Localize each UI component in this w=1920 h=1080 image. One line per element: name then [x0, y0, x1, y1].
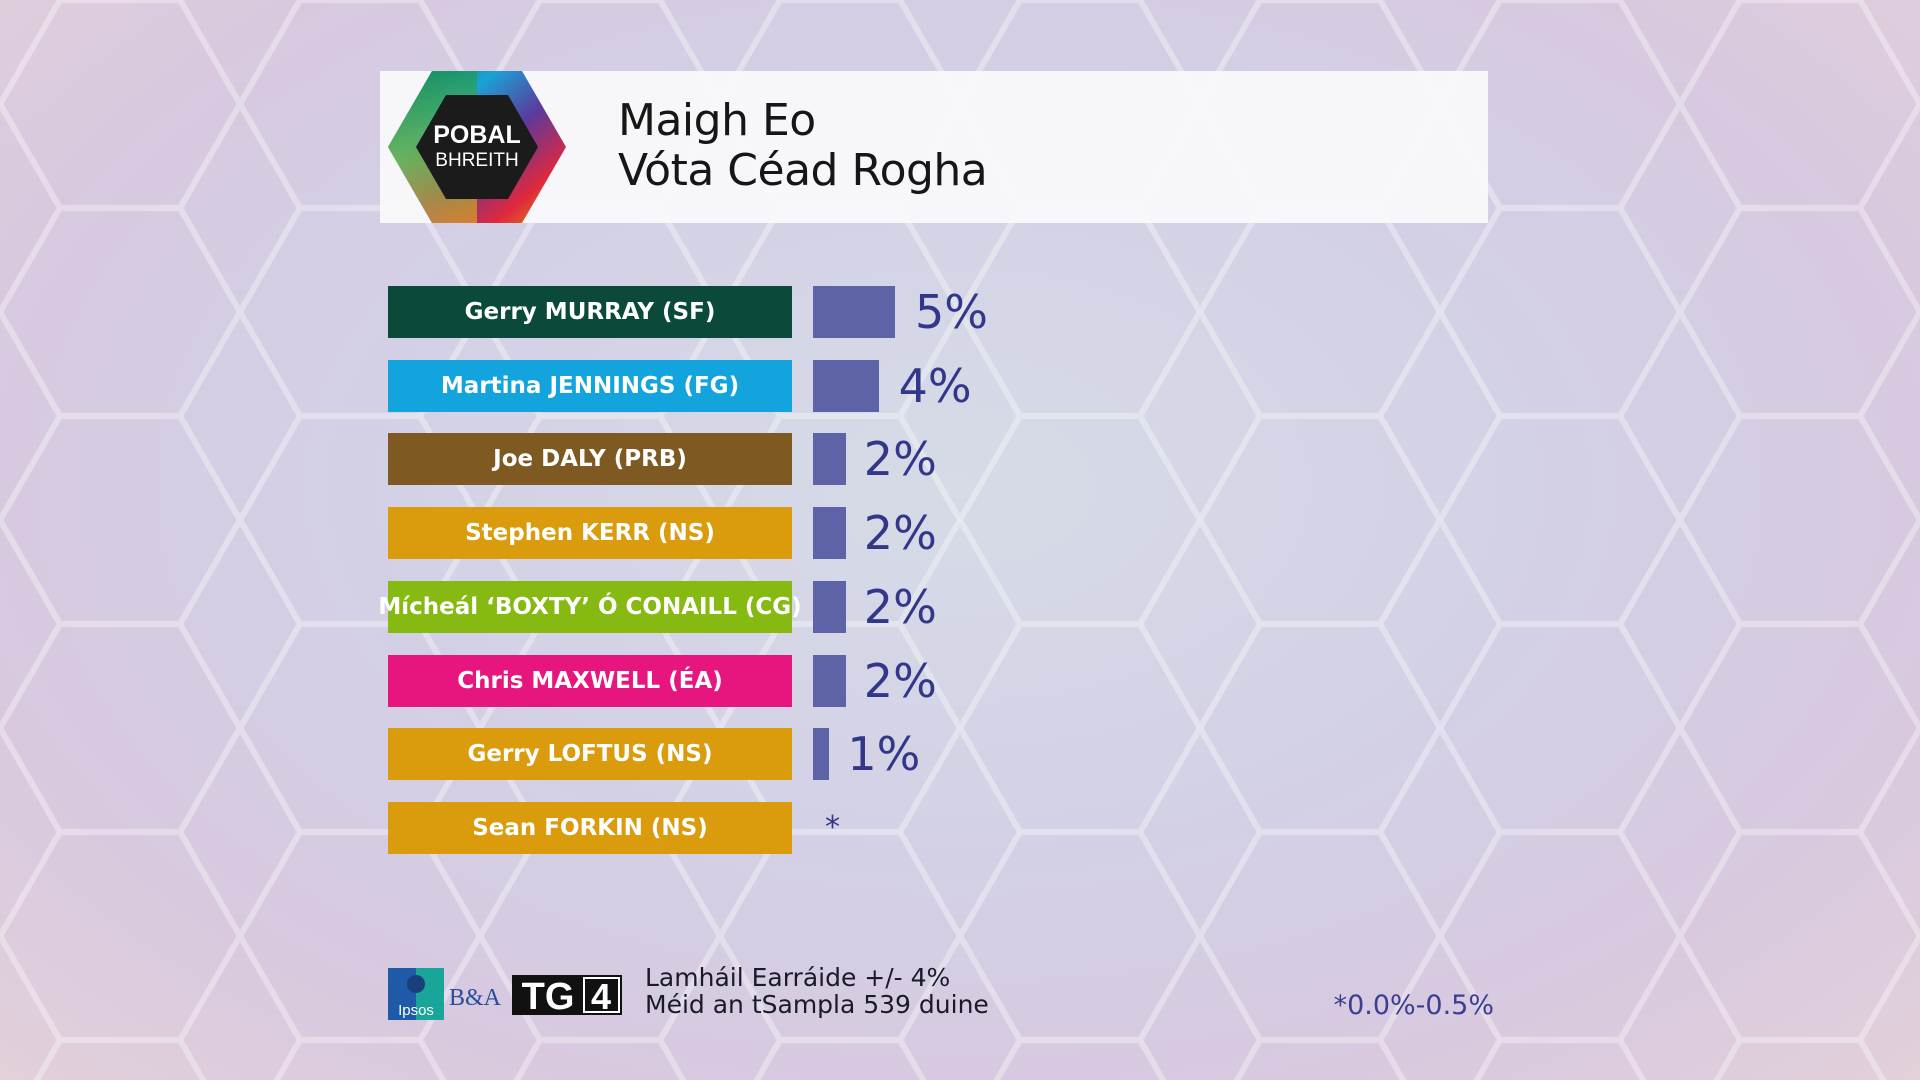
svg-text:Ipsos: Ipsos	[398, 1002, 434, 1019]
value-label: 2%	[863, 579, 937, 634]
sample-size: Méid an tSampla 539 duine	[645, 990, 989, 1019]
value-label: *	[825, 809, 840, 845]
svg-text:TG: TG	[522, 976, 575, 1015]
candidate-label: Chris MAXWELL (ÉA)	[388, 654, 792, 707]
margin-of-error: Lamháil Earráide +/- 4%	[645, 963, 951, 992]
ba-logo: B&A	[449, 985, 502, 1011]
value-label: 4%	[898, 358, 972, 413]
bar	[813, 433, 846, 486]
value-label: 2%	[863, 506, 937, 561]
page-title: Maigh Eo Vóta Céad Rogha	[618, 95, 988, 196]
value-label: 2%	[863, 653, 937, 708]
footnote: *0.0%-0.5%	[1333, 990, 1494, 1021]
value-label: 5%	[915, 285, 988, 339]
svg-text:4: 4	[591, 976, 611, 1015]
candidate-label: Joe DALY (PRB)	[388, 433, 792, 486]
candidate-label: Mícheál ‘BOXTY’ Ó CONAILL (CG)	[378, 580, 802, 633]
candidate-label: Gerry MURRAY (SF)	[388, 286, 792, 338]
candidate-label: Gerry LOFTUS (NS)	[388, 728, 792, 781]
title-constituency: Maigh Eo	[618, 95, 816, 146]
bar	[813, 507, 846, 560]
svg-text:BHREITH: BHREITH	[435, 150, 518, 171]
ipsos-logo: Ipsos	[388, 968, 444, 1020]
bar	[813, 359, 879, 412]
pobal-bhreith-logo: POBAL BHREITH	[388, 71, 566, 223]
candidate-label: Sean FORKIN (NS)	[388, 801, 792, 854]
bar	[813, 728, 830, 781]
bar	[813, 286, 895, 338]
candidate-label: Stephen KERR (NS)	[388, 507, 792, 560]
bar	[813, 580, 846, 633]
value-label: 1%	[847, 727, 921, 782]
value-label: 2%	[863, 432, 937, 487]
candidate-label: Martina JENNINGS (FG)	[388, 359, 792, 412]
title-subtitle: Vóta Céad Rogha	[618, 145, 988, 196]
tg4-logo: TG 4	[512, 975, 622, 1015]
svg-text:POBAL: POBAL	[433, 121, 521, 149]
survey-info: Lamháil Earráide +/- 4% Méid an tSampla …	[645, 964, 989, 1018]
bar	[813, 654, 846, 707]
